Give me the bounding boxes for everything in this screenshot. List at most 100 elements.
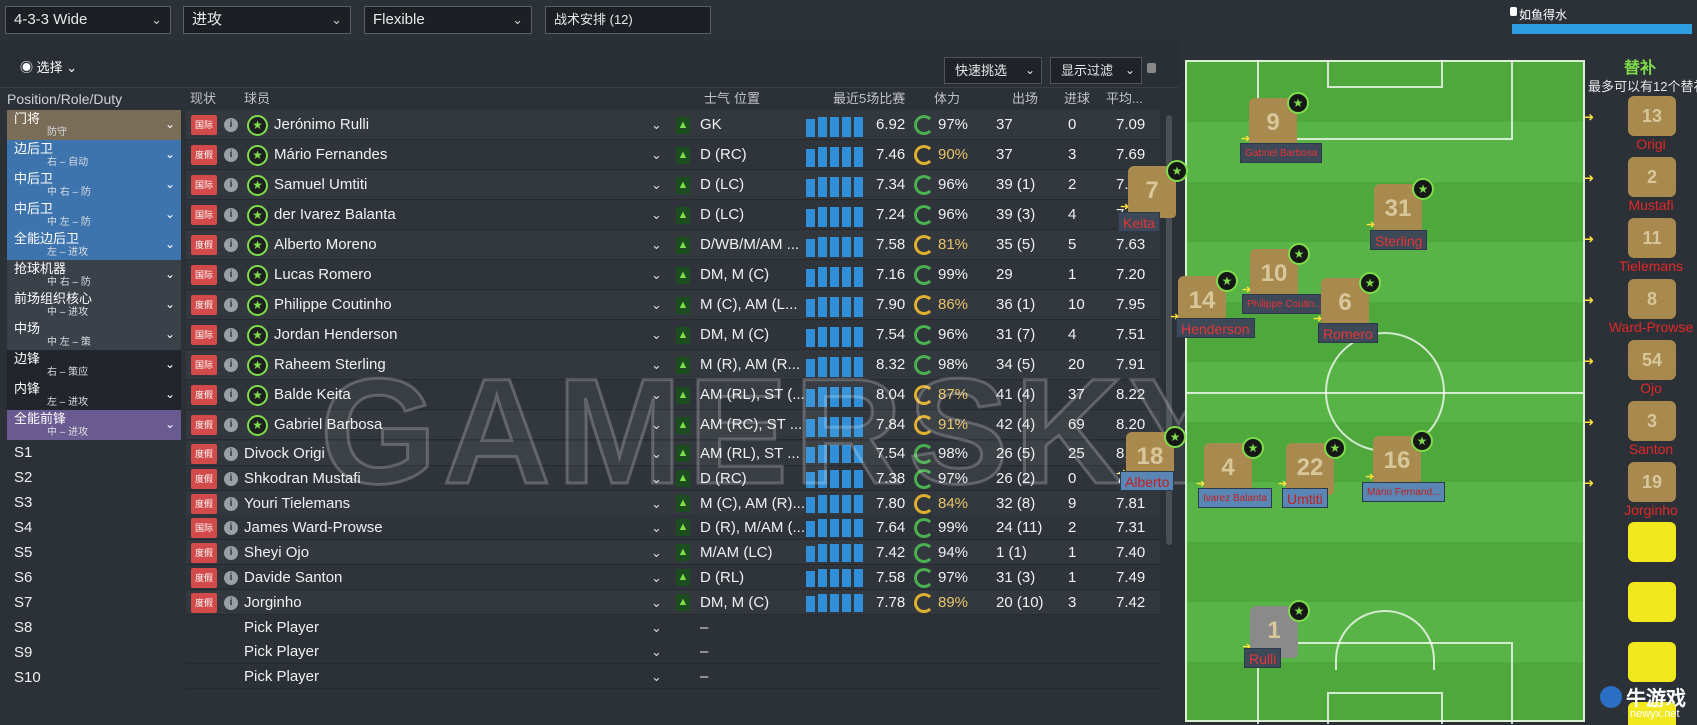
player-name[interactable]: der Ivarez Balanta (274, 206, 396, 223)
header-morale[interactable]: 士气 (704, 91, 731, 106)
role-slot[interactable]: 门将 防守 ⌄ (7, 110, 181, 140)
pitch-player[interactable]: 22 ★ (1280, 437, 1346, 499)
formation-dropdown[interactable]: 4-3-3 Wide ⌄ (5, 6, 171, 34)
info-icon[interactable]: i (224, 328, 238, 342)
sub-slot[interactable]: S6 (7, 565, 181, 591)
chevron-down-icon[interactable]: ⌄ (651, 520, 662, 536)
sub-slot[interactable]: S9 (7, 640, 181, 666)
player-name[interactable]: Jerónimo Rulli (274, 116, 370, 133)
sub-slot[interactable]: S8 (7, 615, 181, 641)
chevron-down-icon[interactable]: ⌄ (651, 117, 662, 132)
chevron-down-icon[interactable]: ⌄ (651, 669, 662, 685)
player-name[interactable]: Samuel Umtiti (274, 176, 368, 193)
chevron-down-icon[interactable]: ⌄ (651, 237, 662, 252)
info-icon[interactable]: i (224, 238, 238, 252)
sub-shirt-icon[interactable]: 11 (1628, 218, 1676, 258)
player-name[interactable]: James Ward-Prowse (244, 519, 383, 537)
player-name[interactable]: Pick Player (244, 643, 320, 661)
player-name[interactable]: Sheyi Ojo (244, 544, 310, 562)
player-name[interactable]: Pick Player (244, 618, 320, 636)
chevron-down-icon[interactable]: ⌄ (651, 545, 662, 561)
player-row[interactable]: 度假 i Divock Origi ⌄ ▲ AM (RL), ST ... 7.54 98% 2… (186, 441, 1160, 466)
sub-shirt-icon[interactable]: 13 (1628, 96, 1676, 136)
role-slot[interactable]: 前场组织核心中 – 进攻 ⌄ (7, 290, 181, 320)
chevron-down-icon[interactable]: ⌄ (651, 644, 662, 660)
info-icon[interactable]: i (224, 418, 238, 432)
role-slot[interactable]: 全能边后卫左 – 进攻 ⌄ (7, 230, 181, 260)
player-name[interactable]: Pick Player (244, 668, 320, 686)
sub-shirt-icon[interactable]: 54 (1628, 340, 1676, 380)
chevron-down-icon[interactable]: ⌄ (651, 417, 662, 432)
info-icon[interactable]: i (224, 546, 238, 561)
sub-slot[interactable]: S1 (7, 440, 181, 466)
sub-slot[interactable]: S7 (7, 590, 181, 616)
table-scrollbar[interactable] (1166, 115, 1172, 545)
chevron-down-icon[interactable]: ⌄ (651, 267, 662, 282)
sub-slot[interactable]: S10 (7, 665, 181, 691)
player-row[interactable]: 度假 i ★ Alberto Moreno ⌄ ▲ D/WB/M/AM ... 7.58 81%… (186, 230, 1160, 260)
player-name[interactable]: Lucas Romero (274, 266, 372, 283)
lock-icon[interactable] (1147, 63, 1156, 73)
header-form[interactable]: 最近5场比赛 (833, 91, 906, 106)
player-row[interactable]: 度假 i Davide Santon ⌄ ▲ D (RL) 7.58 97% 31 (3) 1 7.… (186, 565, 1160, 590)
player-row[interactable]: 国际 i James Ward-Prowse ⌄ ▲ D (R), M/AM (... 7.… (186, 515, 1160, 541)
pitch-player[interactable]: 6 ★ (1315, 272, 1381, 334)
select-menu[interactable]: ◉ 选择 ⌄ (20, 57, 77, 76)
info-icon[interactable]: i (224, 208, 238, 222)
display-filter-button[interactable]: 显示过滤 ⌄ (1050, 57, 1142, 84)
player-name[interactable]: Alberto Moreno (274, 236, 377, 253)
chevron-down-icon[interactable]: ⌄ (651, 147, 662, 162)
player-name[interactable]: Youri Tielemans (244, 494, 351, 512)
chevron-down-icon[interactable]: ⌄ (651, 357, 662, 372)
sub-shirt-icon[interactable]: 8 (1628, 279, 1676, 319)
chevron-down-icon[interactable]: ⌄ (651, 387, 662, 402)
pitch-player[interactable]: 9 ★ (1243, 92, 1309, 154)
chevron-down-icon[interactable]: ⌄ (651, 495, 662, 511)
player-name[interactable]: Jordan Henderson (274, 326, 398, 343)
header-position-role-duty[interactable]: Position/Role/Duty (7, 91, 123, 107)
chevron-down-icon[interactable]: ⌄ (651, 446, 662, 461)
player-row[interactable]: Pick Player ⌄ – (186, 639, 1160, 665)
header-average[interactable]: 平均... (1106, 91, 1143, 106)
player-row[interactable]: 国际 i ★ Raheem Sterling ⌄ ▲ M (R), AM (R... 8.32… (186, 350, 1160, 380)
header-appearances[interactable]: 出场 (1012, 91, 1039, 106)
pitch-player[interactable]: 7 ★ (1122, 160, 1188, 222)
empty-sub-shirt-icon[interactable] (1628, 642, 1676, 682)
player-name[interactable]: Philippe Coutinho (274, 296, 392, 313)
role-slot[interactable]: 中场中 左 – 策应⌄ (7, 320, 181, 362)
player-name[interactable]: Balde Keita (274, 386, 351, 403)
tactics-button[interactable]: 战术安排 (12) (545, 6, 711, 34)
player-row[interactable]: 度假 i Sheyi Ojo ⌄ ▲ M/AM (LC) 7.42 94% 1 (1) 1 7.40 (186, 540, 1160, 566)
player-row[interactable]: Pick Player ⌄ – (186, 614, 1160, 640)
player-row[interactable]: 国际 i ★ Lucas Romero ⌄ ▲ DM, M (C) 7.16 99% 29 1 7.2… (186, 260, 1160, 290)
info-icon[interactable]: i (224, 148, 238, 162)
pitch-player[interactable]: 10 ★ (1244, 243, 1310, 305)
role-slot[interactable]: 全能前锋中 – 进攻 ⌄ (7, 410, 181, 440)
header-player[interactable]: 球员 (244, 91, 271, 106)
info-icon[interactable]: i (224, 358, 238, 372)
player-row[interactable]: 度假 i ★ Balde Keita ⌄ ▲ AM (RL), ST (... 8.04 87%… (186, 380, 1160, 410)
sub-slot[interactable]: S2 (7, 465, 181, 491)
info-icon[interactable]: i (224, 118, 238, 132)
info-icon[interactable]: i (224, 571, 238, 585)
player-row[interactable]: 度假 i ★ Gabriel Barbosa ⌄ ▲ AM (RC), ST ... 7.84… (186, 410, 1160, 440)
chevron-down-icon[interactable]: ⌄ (651, 177, 662, 192)
player-name[interactable]: Davide Santon (244, 569, 343, 586)
header-goals[interactable]: 进球 (1064, 91, 1091, 106)
info-icon[interactable]: i (224, 521, 238, 536)
player-name[interactable]: Jorginho (244, 593, 302, 611)
chevron-down-icon[interactable]: ⌄ (651, 207, 662, 222)
info-icon[interactable]: i (224, 268, 238, 282)
role-slot[interactable]: 边锋右 – 策应 ⌄ (7, 350, 181, 380)
player-row[interactable]: 国际 i ★ der Ivarez Balanta ⌄ ▲ D (LC) 7.24 96% 39 … (186, 200, 1160, 230)
info-icon[interactable]: i (224, 447, 238, 461)
info-icon[interactable]: i (224, 595, 238, 610)
quick-pick-button[interactable]: 快速挑选 ⌄ (944, 57, 1042, 84)
info-icon[interactable]: i (224, 388, 238, 402)
chevron-down-icon[interactable]: ⌄ (651, 297, 662, 312)
pitch-player[interactable]: 16 ★ (1367, 430, 1433, 492)
sub-shirt-icon[interactable]: 3 (1628, 401, 1676, 441)
sub-slot[interactable]: S5 (7, 540, 181, 566)
info-icon[interactable]: i (224, 298, 238, 312)
